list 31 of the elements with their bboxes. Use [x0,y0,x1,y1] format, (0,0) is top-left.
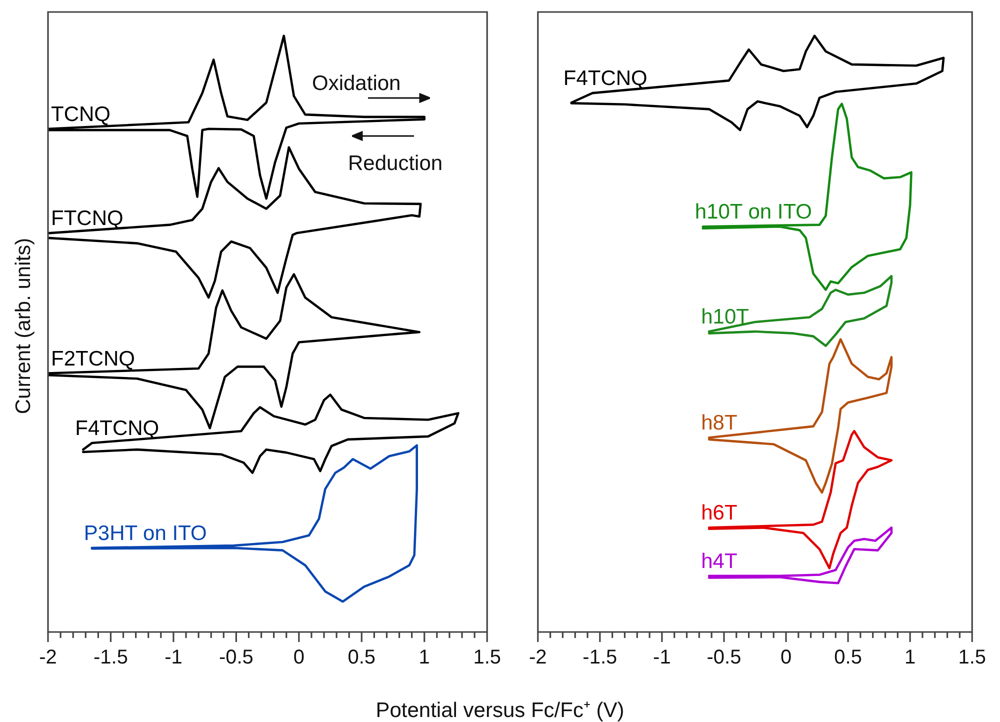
x-axis-title: Potential versus Fc/Fc⁺ (V) [376,698,624,722]
x-tick-label: -1 [164,646,182,669]
series-label: h8T [701,412,738,435]
series-label: F4TCNQ [563,67,648,90]
series-label: F4TCNQ [75,417,160,440]
x-tick-label: -0.5 [706,646,742,669]
series-label: h6T [701,502,738,525]
series-label: TCNQ [51,102,110,126]
x-tick-label: 0 [293,646,304,669]
x-tick-label: 0.5 [348,646,376,669]
x-tick-label: 0 [780,646,792,669]
series-label: h10T [701,306,750,329]
x-tick-label: 1 [418,646,430,669]
x-tick-label: 1.5 [473,646,502,669]
x-tick-label: -1 [653,646,671,669]
series-label: h10T on ITO [694,200,812,224]
x-tick-label: 1.5 [958,646,986,669]
x-tick-label: 0.5 [834,646,862,669]
x-tick-label: 1 [904,646,916,669]
series-label: P3HT on ITO [84,522,207,545]
annotation: Reduction [348,152,443,176]
y-axis-title: Current (arb. units) [12,238,36,414]
x-tick-label: -1.5 [582,646,618,669]
x-tick-label: -0.5 [218,646,254,669]
series-label: F2TCNQ [51,347,135,370]
x-tick-label: -2 [39,646,57,669]
annotation: Oxidation [312,72,401,96]
series-label: h4T [701,550,738,573]
x-tick-label: -2 [528,646,547,669]
x-tick-label: -1.5 [93,646,128,669]
series-label: FTCNQ [51,207,124,230]
